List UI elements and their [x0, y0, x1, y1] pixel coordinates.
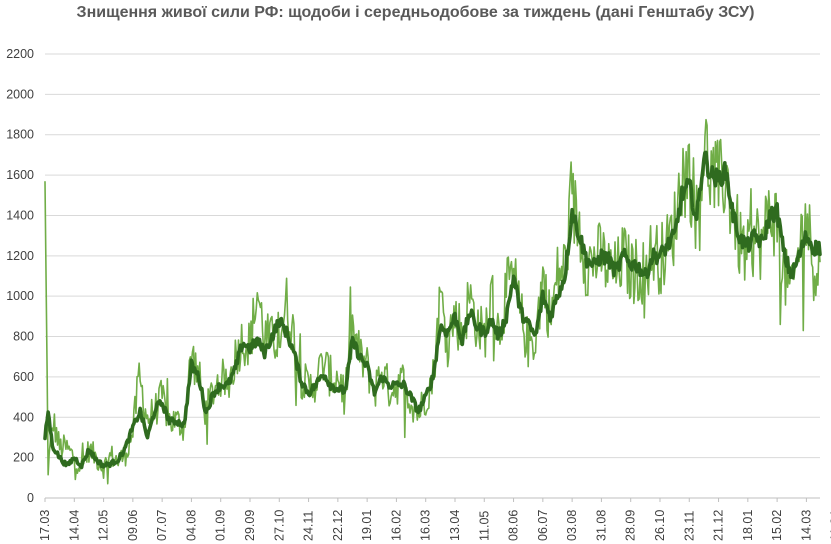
y-tick-label: 400: [13, 410, 34, 424]
chart-title: Знищення живої сили РФ: щодоби і середнь…: [76, 4, 755, 21]
x-tick-label: 28.09: [624, 510, 638, 541]
x-tick-label: 11.04: [829, 511, 831, 541]
y-tick-label: 1800: [6, 128, 34, 142]
x-tick-label: 03.08: [565, 510, 579, 541]
x-tick-label: 17.03: [38, 510, 52, 541]
x-tick-label: 21.12: [712, 510, 726, 541]
y-tick-label: 200: [13, 451, 34, 465]
y-tick-label: 1600: [6, 168, 34, 182]
x-tick-label: 27.10: [272, 510, 286, 541]
series-line-weekly-average: [43, 150, 822, 470]
x-tick-label: 18.01: [741, 510, 755, 541]
x-tick-label: 15.02: [770, 510, 784, 541]
x-tick-label: 24.11: [302, 511, 316, 541]
y-tick-label: 1400: [6, 208, 34, 222]
y-tick-label: 600: [13, 370, 34, 384]
y-tick-label: 2000: [6, 87, 34, 101]
x-tick-label: 12.05: [97, 510, 111, 541]
x-tick-label: 29.09: [243, 510, 257, 541]
x-tick-label: 06.07: [536, 510, 550, 541]
x-tick-label: 08.06: [507, 510, 521, 541]
y-tick-label: 1000: [6, 289, 34, 303]
x-tick-label: 16.02: [389, 510, 403, 541]
x-axis-ticks: 17.03 14.04 12.05 09.06 07.07 04.08 01.09 29.09…: [38, 498, 831, 541]
x-tick-label: 23.11: [682, 511, 696, 541]
x-tick-label: 14.04: [67, 510, 81, 541]
x-tick-label: 07.07: [155, 510, 169, 541]
x-tick-label: 22.12: [331, 510, 345, 541]
x-tick-label: 13.04: [448, 510, 462, 541]
series-lines: [43, 118, 822, 485]
x-tick-label: 11.05: [477, 511, 491, 541]
x-tick-label: 09.06: [126, 510, 140, 541]
x-tick-label: 01.09: [214, 510, 228, 541]
x-tick-label: 26.10: [653, 510, 667, 541]
y-tick-label: 1200: [6, 249, 34, 263]
y-tick-label: 800: [13, 330, 34, 344]
x-tick-label: 16.03: [419, 510, 433, 541]
x-tick-label: 31.08: [594, 510, 608, 541]
gridlines: [45, 53, 820, 499]
x-tick-label: 04.08: [184, 510, 198, 541]
y-tick-label: 2200: [6, 47, 34, 61]
x-tick-label: 19.01: [360, 510, 374, 541]
y-tick-label: 0: [27, 491, 34, 505]
x-tick-label: 14.03: [799, 510, 813, 541]
y-axis-ticks: 0 200 400 600 800 1000 1200 1400 1600 1800 2000 220…: [6, 47, 34, 505]
